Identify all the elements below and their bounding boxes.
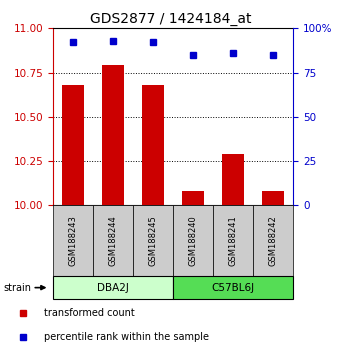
Bar bbox=[93, 205, 133, 276]
Bar bbox=[102, 65, 124, 205]
Text: C57BL6J: C57BL6J bbox=[212, 282, 255, 293]
Bar bbox=[173, 276, 293, 299]
Bar bbox=[253, 205, 293, 276]
Bar bbox=[62, 85, 84, 205]
Text: GSM188243: GSM188243 bbox=[69, 215, 77, 266]
Bar bbox=[173, 205, 213, 276]
Bar bbox=[142, 85, 164, 205]
Bar bbox=[222, 154, 244, 205]
Text: GSM188245: GSM188245 bbox=[149, 215, 158, 266]
Bar bbox=[262, 191, 284, 205]
Text: GDS2877 / 1424184_at: GDS2877 / 1424184_at bbox=[90, 12, 251, 27]
Bar bbox=[53, 276, 173, 299]
Text: transformed count: transformed count bbox=[44, 308, 134, 318]
Bar bbox=[53, 205, 93, 276]
Text: GSM188241: GSM188241 bbox=[229, 215, 238, 266]
Text: GSM188242: GSM188242 bbox=[269, 215, 278, 266]
Bar bbox=[133, 205, 173, 276]
Bar bbox=[182, 191, 204, 205]
Text: GSM188244: GSM188244 bbox=[108, 215, 117, 266]
Text: DBA2J: DBA2J bbox=[97, 282, 129, 293]
Text: strain: strain bbox=[3, 282, 31, 293]
Text: GSM188240: GSM188240 bbox=[189, 215, 197, 266]
Text: percentile rank within the sample: percentile rank within the sample bbox=[44, 332, 208, 342]
Bar bbox=[213, 205, 253, 276]
